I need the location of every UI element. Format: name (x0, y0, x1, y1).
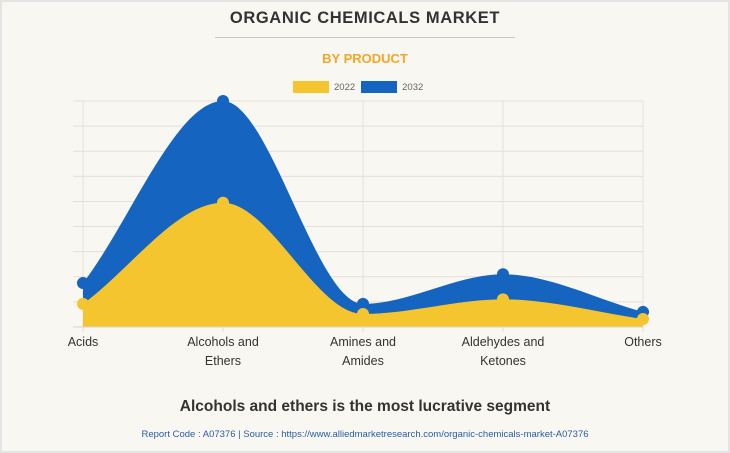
area-series-2022 (83, 202, 643, 327)
data-point-2022 (217, 196, 229, 209)
x-tick-label-line: Acids (68, 335, 99, 349)
x-tick-label-line: Others (624, 335, 662, 349)
x-tick-label: Amines and Amides (330, 335, 396, 368)
x-tick-label-line: Alcohols and (187, 335, 259, 349)
x-tick-label-line: Aldehydes and (462, 335, 545, 349)
chart-headline: Alcohols and ethers is the most lucrativ… (179, 398, 551, 415)
x-tick-label-line: Amides (342, 354, 384, 368)
data-point-2022 (77, 297, 89, 310)
legend-label-2032: 2032 (402, 81, 424, 93)
x-tick-label-line: Ethers (205, 354, 241, 368)
title-divider (215, 37, 515, 38)
x-tick-label-line: Amines and (330, 335, 396, 349)
data-point-2032 (217, 95, 229, 107)
data-point-2022 (497, 293, 509, 306)
x-tick-label: Others (624, 335, 662, 349)
chart-title: ORGANIC CHEMICALS MARKET (229, 9, 501, 27)
data-point-2022 (637, 312, 649, 325)
data-point-2032 (77, 277, 89, 290)
x-tick-label: Alcohols and Ethers (187, 335, 259, 368)
data-point-2032 (497, 268, 509, 281)
data-point-2022 (357, 307, 369, 320)
x-tick-label: Acids (68, 335, 99, 349)
data-point-2032 (357, 297, 369, 310)
x-tick-label-line: Ketones (480, 354, 526, 368)
legend-swatch-2032 (361, 81, 398, 93)
legend-label-2022: 2022 (334, 81, 356, 93)
chart-subtitle: BY PRODUCT (322, 51, 408, 66)
legend-swatch-2022 (293, 81, 329, 93)
legend: 2022 2032 (293, 80, 429, 94)
x-tick-label: Aldehydes and Ketones (462, 335, 545, 368)
source-footer: Report Code : A07376 | Source : https://… (141, 429, 589, 440)
